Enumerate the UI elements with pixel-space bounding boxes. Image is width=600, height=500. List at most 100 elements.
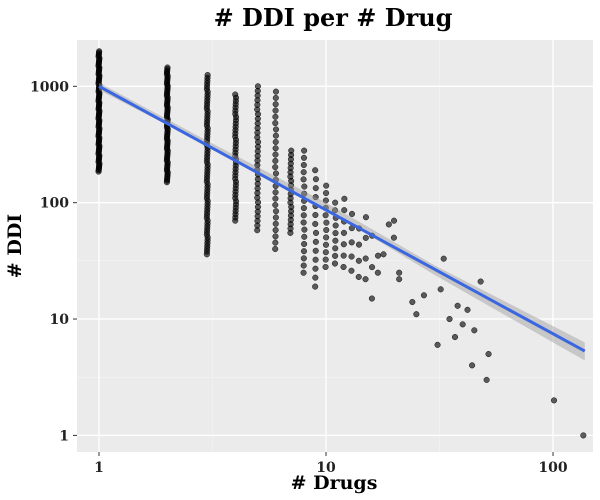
data-point xyxy=(300,269,307,276)
y-axis: 1 10 100 1000 xyxy=(30,79,77,444)
data-point xyxy=(323,219,330,226)
data-point xyxy=(301,233,308,240)
data-point xyxy=(355,257,362,264)
data-point xyxy=(332,222,339,229)
data-point xyxy=(348,267,355,274)
data-point xyxy=(413,311,420,318)
data-point xyxy=(331,207,339,214)
data-point xyxy=(300,154,308,161)
data-point xyxy=(300,262,307,269)
data-point xyxy=(380,251,387,258)
data-point xyxy=(272,157,279,164)
data-point xyxy=(322,256,329,263)
data-point xyxy=(272,195,279,202)
data-point xyxy=(272,233,279,240)
data-point xyxy=(272,126,280,133)
data-point xyxy=(300,255,307,262)
data-point xyxy=(332,230,339,237)
data-point xyxy=(96,48,103,55)
data-point xyxy=(204,71,211,79)
data-point xyxy=(355,273,362,280)
data-point xyxy=(272,145,279,152)
data-point xyxy=(272,88,280,95)
data-point xyxy=(341,195,348,202)
data-point xyxy=(272,201,279,208)
data-point xyxy=(312,211,319,219)
trend-line xyxy=(98,84,586,353)
data-point xyxy=(312,194,319,201)
data-point xyxy=(471,327,478,334)
data-point xyxy=(374,269,381,276)
data-point xyxy=(390,234,397,241)
y-axis-label: # DDI xyxy=(4,214,26,278)
data-point xyxy=(446,315,453,323)
y-tick-label: 10 xyxy=(50,312,70,328)
data-point xyxy=(550,397,558,404)
data-point xyxy=(312,283,319,290)
data-point xyxy=(312,274,319,281)
data-point xyxy=(301,240,308,248)
data-point xyxy=(312,185,319,192)
data-point xyxy=(477,278,484,285)
data-point xyxy=(332,237,339,244)
data-point xyxy=(312,238,319,245)
data-point xyxy=(312,265,319,272)
data-point xyxy=(272,220,279,227)
data-point xyxy=(362,276,369,283)
data-point xyxy=(272,94,279,101)
data-point xyxy=(322,249,329,256)
data-point xyxy=(322,263,329,271)
data-point xyxy=(288,147,295,154)
data-point xyxy=(483,376,490,383)
data-point xyxy=(355,241,363,248)
data-point xyxy=(454,302,461,309)
data-point xyxy=(300,248,308,255)
data-point xyxy=(374,252,382,259)
data-point xyxy=(580,432,587,439)
data-point xyxy=(437,286,444,293)
data-point xyxy=(300,205,307,212)
data-point xyxy=(385,221,392,228)
data-point xyxy=(272,214,279,221)
x-tick-label: 1 xyxy=(94,460,104,476)
data-point xyxy=(272,245,279,253)
data-point xyxy=(390,217,398,224)
data-point xyxy=(469,362,476,369)
data-point xyxy=(323,234,330,241)
data-point xyxy=(272,151,279,158)
data-point xyxy=(368,264,376,271)
data-point xyxy=(332,199,339,206)
data-point xyxy=(272,164,279,171)
data-point xyxy=(272,107,279,114)
data-point xyxy=(312,256,319,263)
data-point xyxy=(323,226,330,234)
data-point xyxy=(300,176,307,183)
data-point xyxy=(451,334,459,341)
data-point xyxy=(332,245,339,252)
data-point xyxy=(409,298,416,306)
data-point xyxy=(348,253,355,260)
data-point xyxy=(301,147,308,154)
data-point xyxy=(323,182,330,189)
data-point xyxy=(396,269,403,276)
data-point xyxy=(332,252,339,259)
data-point xyxy=(300,161,307,169)
data-point xyxy=(272,239,279,246)
data-point xyxy=(322,197,329,204)
data-point xyxy=(312,167,319,174)
data-point xyxy=(341,207,348,214)
data-points xyxy=(95,48,587,439)
data-point xyxy=(272,189,279,196)
data-point xyxy=(272,170,280,177)
data-point xyxy=(368,295,375,302)
data-point xyxy=(340,263,347,271)
data-point xyxy=(301,183,308,190)
x-axis-label: # Drugs xyxy=(291,472,378,494)
x-tick-label: 10 xyxy=(316,460,336,476)
data-point xyxy=(459,321,466,328)
data-point xyxy=(348,239,355,246)
data-point xyxy=(331,260,339,267)
data-point xyxy=(164,64,171,71)
data-point xyxy=(348,210,356,217)
